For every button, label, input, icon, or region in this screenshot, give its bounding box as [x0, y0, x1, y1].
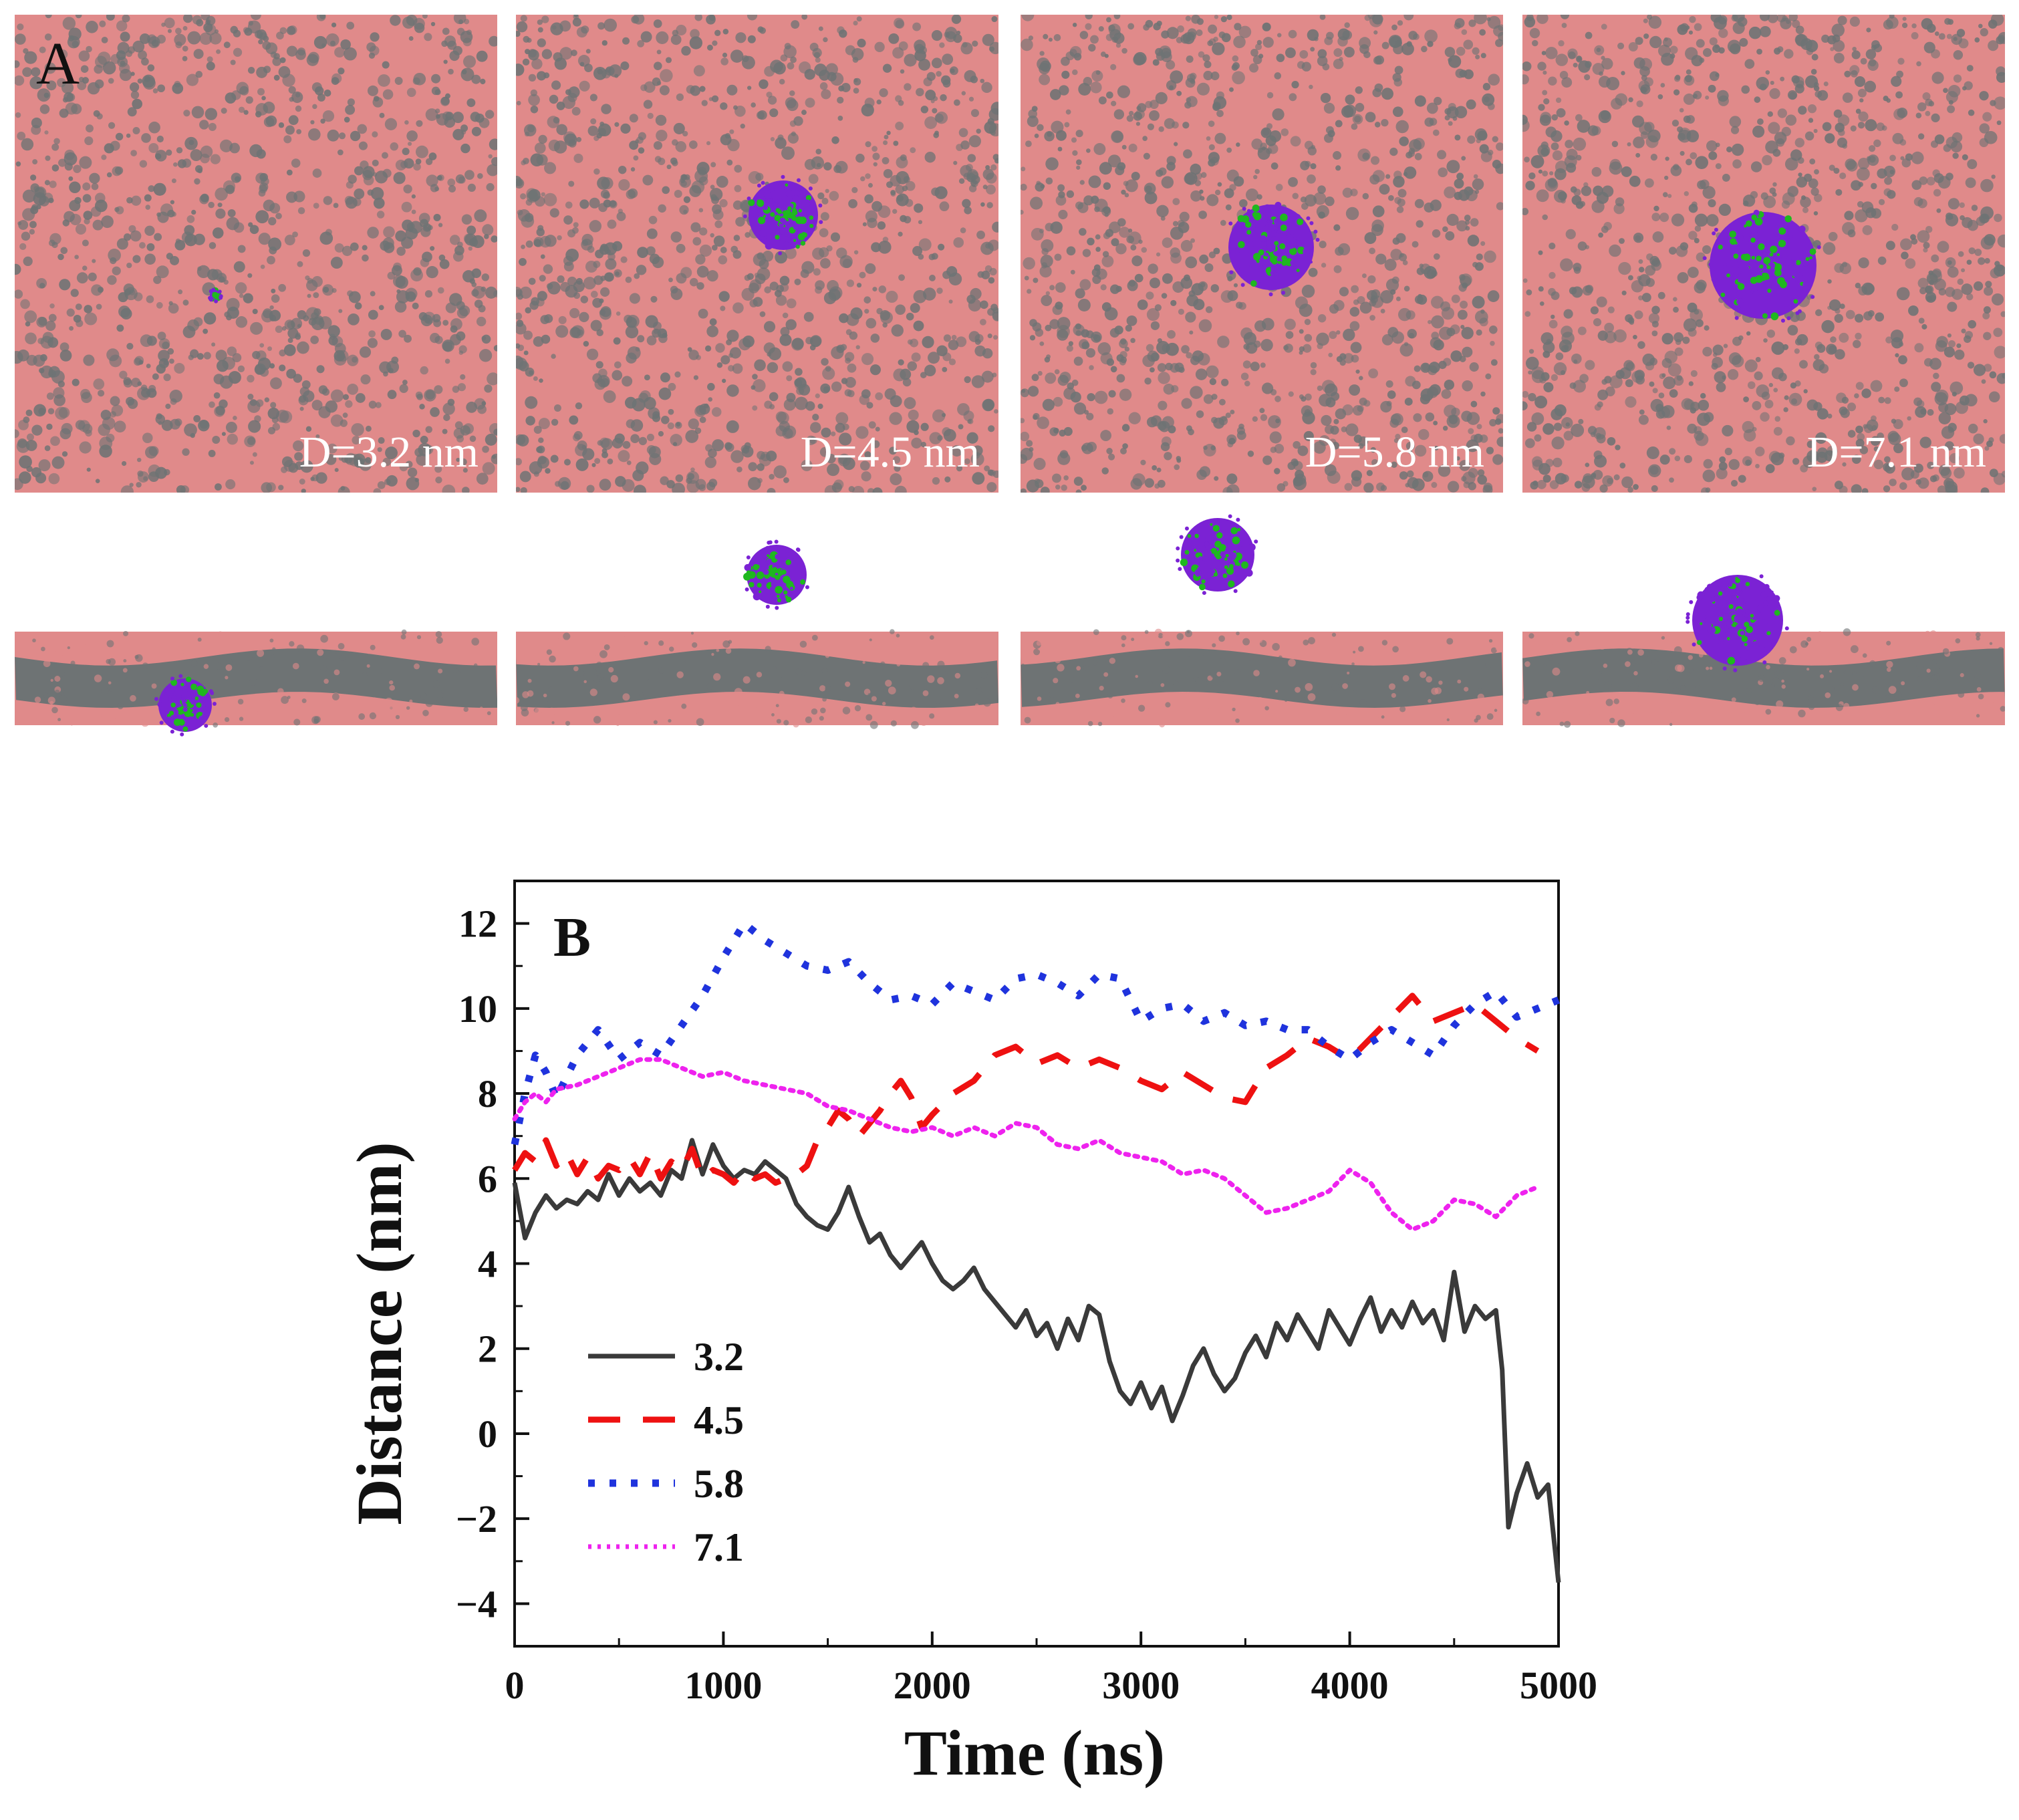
nanoparticle-cluster — [1686, 574, 1789, 672]
membrane-top-texture — [15, 15, 497, 493]
series-line-3-2 — [512, 1138, 1561, 1583]
diameter-label: D=4.5 nm — [800, 428, 980, 477]
legend-label-4-5: 4.5 — [694, 1398, 744, 1442]
diameter-label: D=7.1 nm — [1806, 428, 1986, 477]
distance-vs-time-chart: 0 1000 2000 3000 4000 5000 −4 −2 0 2 4 6 8 10 12 3.2 4.… — [344, 880, 1597, 1789]
side-view-snapshot-4-5 — [516, 508, 998, 749]
top-view-snapshot-4-5: D=4.5 nm — [516, 15, 998, 493]
panel-a-letter: A — [36, 31, 80, 97]
nanoparticle-cluster — [743, 174, 823, 255]
side-view-snapshot-5-8 — [1021, 508, 1503, 749]
membrane-top-texture — [1021, 15, 1503, 493]
y-tick-label: 12 — [458, 902, 497, 946]
series-line-5-8 — [511, 920, 1561, 1146]
nanoparticle-cluster — [1228, 201, 1320, 297]
legend-label-7-1: 7.1 — [694, 1525, 744, 1569]
diameter-label: D=5.8 nm — [1305, 428, 1484, 477]
y-tick-label: 8 — [478, 1072, 497, 1116]
membrane-side-texture — [1522, 574, 2005, 728]
nanoparticle-cluster — [154, 674, 217, 737]
nanoparticle-cluster — [1702, 209, 1821, 323]
membrane-top-texture — [516, 15, 998, 493]
y-tick-label: 6 — [478, 1157, 497, 1200]
axis-ticks: 0 1000 2000 3000 4000 5000 −4 −2 0 2 4 6 8 10 12 — [456, 880, 1597, 1707]
panel-a-simulation-snapshots: D=3.2 nm D=4.5 nm D=5.8 nm D=7.1 nm A — [0, 0, 2019, 775]
series-lines — [511, 920, 1561, 1583]
plot-frame — [513, 880, 1560, 1648]
membrane-side-texture — [516, 539, 998, 729]
nanoparticle-cluster — [208, 287, 223, 303]
y-tick-label: 2 — [478, 1327, 497, 1371]
y-tick-label: 10 — [458, 987, 497, 1031]
top-view-snapshot-3-2: D=3.2 nm — [15, 15, 497, 493]
panel-b-distance-chart: 0 1000 2000 3000 4000 5000 −4 −2 0 2 4 6 8 10 12 3.2 4.… — [0, 802, 2019, 1820]
legend-label-3-2: 3.2 — [694, 1335, 744, 1379]
y-tick-label: 0 — [478, 1412, 497, 1456]
panel-b-letter: B — [553, 906, 591, 968]
membrane-side-texture — [1021, 514, 1503, 728]
x-tick-label: 1000 — [684, 1664, 762, 1707]
x-tick-label: 3000 — [1102, 1664, 1180, 1707]
x-tick-label: 0 — [505, 1664, 525, 1707]
diameter-label: D=3.2 nm — [299, 428, 479, 477]
membrane-top-texture — [1522, 15, 2005, 493]
y-tick-label: −4 — [456, 1582, 497, 1626]
nanoparticle-cluster — [1176, 514, 1258, 596]
series-line-4-5 — [512, 993, 1540, 1186]
y-tick-label: 4 — [478, 1243, 497, 1286]
legend: 3.2 4.5 5.8 7.1 — [588, 1335, 744, 1569]
top-view-snapshot-5-8: D=5.8 nm — [1021, 15, 1503, 493]
top-view-snapshot-7-1: D=7.1 nm — [1522, 15, 2005, 493]
plot-area-border — [513, 880, 1560, 1648]
y-tick-label: −2 — [456, 1497, 497, 1541]
side-view-snapshot-3-2 — [15, 508, 497, 749]
y-axis-title: Distance (nm) — [344, 1142, 415, 1525]
x-tick-label: 5000 — [1520, 1664, 1597, 1707]
nanoparticle-cluster — [743, 539, 809, 610]
series-line-7-1 — [512, 1057, 1540, 1232]
x-axis-title: Time (ns) — [904, 1717, 1165, 1789]
legend-label-5-8: 5.8 — [694, 1462, 744, 1506]
membrane-side-texture — [15, 629, 497, 737]
x-tick-label: 4000 — [1311, 1664, 1389, 1707]
x-tick-label: 2000 — [894, 1664, 971, 1707]
side-view-snapshot-7-1 — [1522, 508, 2005, 749]
